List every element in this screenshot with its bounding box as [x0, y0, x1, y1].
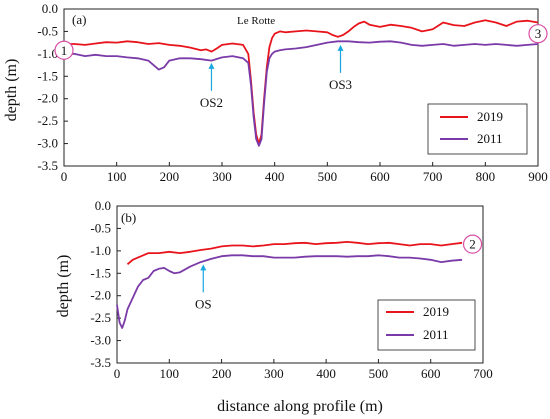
panel-a-legend-box — [427, 103, 528, 155]
panel-b-xtick-label: 300 — [264, 366, 284, 381]
panel-a-xtick-label: 200 — [160, 169, 180, 184]
panel-a-annotation-os2: OS2 — [200, 95, 223, 110]
panel-b: (b) depth (m) distance along profile (m)… — [55, 198, 493, 415]
panel-b-xtick-label: 0 — [114, 366, 121, 381]
panel-a-series-2019-line — [69, 19, 539, 145]
panel-a: (a) Le Rotte depth (m) 0 100 200 300 400 500 6… — [3, 1, 548, 184]
panel-a-xtick-label: 100 — [107, 169, 127, 184]
panel-a-label: (a) — [72, 12, 86, 27]
panel-a-endpoint-marker-1 — [54, 40, 74, 60]
panel-b-ylabel: depth (m) — [55, 255, 72, 318]
panel-b-xtick-label: 100 — [160, 366, 180, 381]
panel-a-ytick-label: -1.0 — [37, 46, 58, 61]
panel-b-xtick-label: 700 — [473, 366, 493, 381]
panel-b-ytick-label: 0.0 — [95, 198, 111, 213]
panel-b-xtick-label: 500 — [369, 366, 389, 381]
panel-a-endpoint-label-1: 1 — [61, 43, 68, 58]
panel-b-plot-frame — [116, 205, 484, 364]
panel-a-ylabel: depth (m) — [3, 59, 20, 122]
panel-b-arrowhead-os — [200, 264, 207, 271]
panel-a-xtick-label: 700 — [423, 169, 443, 184]
panel-b-label: (b) — [121, 210, 136, 225]
panel-b-xtick-label: 400 — [316, 366, 336, 381]
panel-b-legend-2011-label: 2011 — [423, 327, 449, 342]
panel-a-series-2011-line — [69, 40, 539, 147]
panel-b-ytick-label: -2.5 — [90, 310, 111, 325]
panel-a-xtick-label: 300 — [212, 169, 232, 184]
panel-b-ytick-label: -2.0 — [90, 288, 111, 303]
panel-a-legend: 2019 2011 — [427, 103, 528, 155]
panel-a-endpoint-label-3: 3 — [535, 26, 542, 41]
panel-a-arrowhead-os2 — [208, 62, 215, 69]
panel-a-arrowhead-os3 — [337, 44, 344, 51]
panel-a-site-label: Le Rotte — [237, 15, 275, 27]
panel-a-xtick-label: 800 — [476, 169, 496, 184]
panel-b-ticks: 0 100 200 300 400 500 600 700 0.0 -0.5 -1.0 -1.5 -2.… — [90, 198, 492, 381]
shared-xlabel: distance along profile (m) — [217, 398, 383, 415]
panel-a-plot-frame — [63, 8, 539, 167]
panel-a-xtick-label: 900 — [528, 169, 548, 184]
panel-a-legend-2011-label: 2011 — [477, 131, 503, 146]
panel-a-ticks: 0 100 200 300 400 500 600 700 800 900 0.0 -0.5 -1.0 -… — [37, 1, 547, 184]
panel-a-endpoint-marker-3 — [528, 24, 548, 44]
panel-a-xtick-label: 400 — [265, 169, 285, 184]
panel-a-annotation-os3: OS3 — [329, 77, 352, 92]
panel-b-annotations: OS 2 — [195, 234, 483, 311]
panel-a-ytick-label: -1.5 — [37, 68, 58, 83]
panel-a-ytick-label: -0.5 — [37, 23, 58, 38]
panel-a-ytick-label: -3.0 — [37, 136, 58, 151]
panel-a-ytick-label: -2.0 — [37, 91, 58, 106]
panel-b-ytick-label: -1.0 — [90, 243, 111, 258]
panel-b-legend-2019-label: 2019 — [423, 304, 449, 319]
panel-b-legend-box — [377, 299, 476, 351]
panel-a-legend-2019-label: 2019 — [477, 109, 503, 124]
panel-b-ytick-label: -0.5 — [90, 220, 111, 235]
panel-a-series — [69, 19, 539, 147]
panel-a-ytick-label: -3.5 — [37, 158, 58, 173]
panel-b-ytick-label: -3.0 — [90, 333, 111, 348]
panel-b-series-2019-line — [126, 240, 463, 265]
panel-a-xtick-label: 600 — [370, 169, 390, 184]
panel-b-annotation-os: OS — [195, 296, 212, 311]
panel-b-series-2011-line — [116, 254, 463, 329]
panel-b-legend: 2019 2011 — [377, 299, 476, 351]
panel-b-ytick-label: -1.5 — [90, 265, 111, 280]
panel-b-xtick-label: 600 — [421, 366, 441, 381]
panel-b-endpoint-marker-2 — [462, 234, 483, 254]
panel-b-ytick-label: -3.5 — [90, 355, 111, 370]
panel-a-xtick-label: 0 — [61, 169, 68, 184]
panel-a-annotations: OS2 OS3 1 3 — [54, 24, 548, 110]
panel-a-xtick-label: 500 — [318, 169, 338, 184]
panel-b-endpoint-label-2: 2 — [469, 237, 476, 252]
panel-b-series — [116, 240, 463, 329]
panel-b-xtick-label: 200 — [212, 366, 232, 381]
panel-a-ytick-label: 0.0 — [42, 1, 58, 16]
panel-a-ytick-label: -2.5 — [37, 113, 58, 128]
